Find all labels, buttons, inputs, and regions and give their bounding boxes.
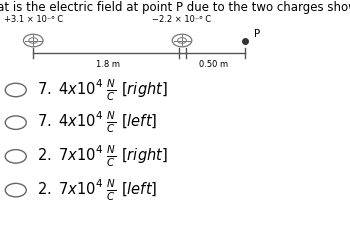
- Text: $2.\ 7x10^4\ \frac{N}{C}\ \mathit{[left]}$: $2.\ 7x10^4\ \frac{N}{C}\ \mathit{[left]…: [37, 178, 157, 203]
- Text: $7.\ 4x10^4\ \frac{N}{C}\ \mathit{[right]}$: $7.\ 4x10^4\ \frac{N}{C}\ \mathit{[right…: [37, 77, 168, 103]
- Text: $2.\ 7x10^4\ \frac{N}{C}\ \mathit{[right]}$: $2.\ 7x10^4\ \frac{N}{C}\ \mathit{[right…: [37, 144, 168, 169]
- Text: $7.\ 4x10^4\ \frac{N}{C}\ \mathit{[left]}$: $7.\ 4x10^4\ \frac{N}{C}\ \mathit{[left]…: [37, 110, 157, 135]
- Text: What is the electric field at point P due to the two charges shown?: What is the electric field at point P du…: [0, 1, 350, 14]
- Text: +3.1 × 10⁻⁶ C: +3.1 × 10⁻⁶ C: [4, 15, 63, 24]
- Text: −2.2 × 10⁻⁶ C: −2.2 × 10⁻⁶ C: [153, 15, 211, 24]
- Text: P: P: [254, 29, 260, 39]
- Text: 1.8 m: 1.8 m: [96, 60, 120, 69]
- Text: 0.50 m: 0.50 m: [199, 60, 228, 69]
